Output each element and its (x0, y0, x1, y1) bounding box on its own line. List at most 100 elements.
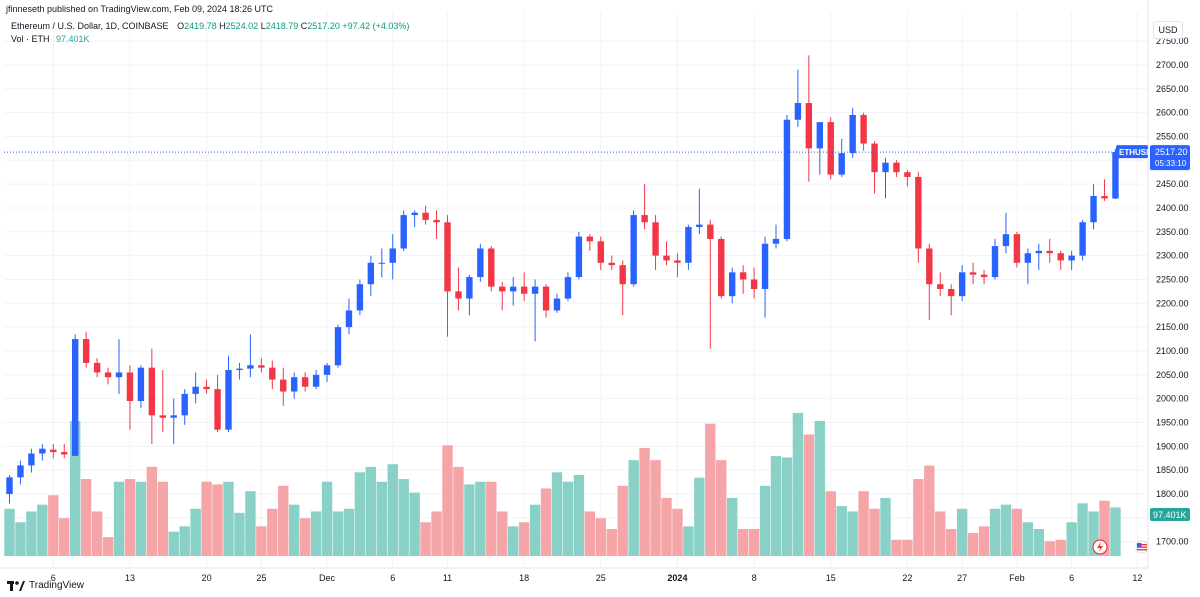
price-tick-label: 1900.00 (1156, 441, 1189, 451)
price-tick-label: 2000.00 (1156, 394, 1189, 404)
price-tick-label: 1850.00 (1156, 465, 1189, 475)
volume-bar (464, 484, 475, 556)
time-tick-label: Feb (1009, 573, 1025, 583)
volume-bar (1077, 503, 1088, 556)
candle-body (280, 379, 287, 392)
candle-body (444, 222, 451, 292)
candle-body (499, 286, 506, 292)
volume-bar (256, 526, 267, 556)
symbol-legend: Ethereum / U.S. Dollar, 1D, COINBASE O24… (11, 21, 409, 31)
time-axis: 6 13 20 25 Dec 6 11 18 25 2024 8 15 22 27 Feb 6 12 (0, 567, 1148, 583)
time-tick-label: 6 (390, 573, 395, 583)
volume-bar (694, 477, 705, 556)
price-tick-label: 2050.00 (1156, 370, 1189, 380)
volume-badge (1150, 508, 1190, 521)
candle-body (159, 415, 166, 418)
volume-bar (80, 479, 92, 556)
candle-body (641, 215, 648, 223)
candle-body (334, 327, 342, 366)
candle-body (1046, 250, 1053, 254)
candle-body (761, 243, 769, 289)
candle-body (564, 277, 572, 299)
volume-bar (321, 481, 333, 556)
volume-label: Vol · ETH (11, 34, 50, 44)
candle-body (236, 368, 243, 371)
volume-bar (1022, 522, 1034, 556)
candle-body (433, 219, 440, 223)
symbol-badge-label: ETHUSD (1119, 148, 1152, 157)
price-tick-label: 2350.00 (1156, 227, 1189, 237)
candle-body (269, 367, 276, 380)
volume-bar (453, 466, 464, 556)
candle-body (1101, 196, 1108, 199)
volume-bar (836, 506, 847, 556)
candle-body (805, 103, 813, 149)
candle-body (312, 374, 320, 387)
volume-bar (376, 481, 387, 556)
volume-bar (913, 479, 924, 556)
candle-body (345, 310, 353, 328)
flag-icon[interactable] (1135, 540, 1149, 554)
volume-bar (387, 464, 398, 556)
candle-body (1112, 152, 1119, 199)
price-tick-label: 2700.00 (1156, 60, 1189, 70)
tradingview-logo-text: TradingView (29, 580, 85, 591)
price-tick-label: 1700.00 (1156, 537, 1189, 547)
published-info: jfinneseth published on TradingView.com,… (6, 4, 274, 14)
volume-bar (672, 508, 683, 556)
candle-body (739, 272, 747, 280)
high-value: 2524.02 (225, 21, 259, 31)
volume-bar (343, 508, 355, 556)
flash-icon[interactable] (1092, 539, 1108, 555)
time-tick-label: 22 (902, 573, 912, 583)
time-tick-label: 6 (51, 573, 56, 583)
volume-bar (737, 529, 749, 556)
candle-body (630, 215, 637, 285)
volume-bar (529, 504, 541, 556)
time-tick-label: 6 (1069, 573, 1074, 583)
volume-bar (1011, 508, 1023, 556)
time-tick-label: 25 (256, 573, 266, 583)
tradingview-logo[interactable]: TradingView (7, 580, 84, 591)
volume-bar (781, 457, 793, 556)
candle-body (838, 153, 845, 175)
candle-body (871, 143, 878, 173)
volume-bar (880, 497, 891, 556)
low-label: L (260, 21, 266, 31)
time-tick-label: 25 (596, 573, 606, 583)
currency-button[interactable]: USD (1153, 21, 1183, 39)
volume-bar (365, 466, 377, 556)
candle-body (455, 291, 462, 299)
volume-bar (540, 488, 552, 556)
volume-bar (442, 445, 453, 556)
price-tick-label: 2250.00 (1156, 274, 1189, 284)
volume-bar (398, 479, 409, 556)
volume-bar (234, 512, 245, 556)
volume-bar (924, 465, 935, 556)
close-label: C (300, 21, 308, 31)
volume-bar (48, 495, 59, 556)
volume-bar (869, 508, 880, 556)
price-tick-label: 1800.00 (1156, 489, 1189, 499)
volume-bar (759, 485, 771, 556)
symbol-title: Ethereum / U.S. Dollar, 1D, COINBASE (11, 21, 169, 31)
volume-bar (354, 472, 366, 556)
volume-bar (179, 526, 190, 556)
tradingview-logo-icon (7, 580, 25, 591)
price-tick-label: 2750.00 (1156, 36, 1189, 46)
candle-body (991, 246, 999, 278)
candle-body (1068, 255, 1075, 261)
volume-bar (1099, 500, 1110, 556)
volume-bar (847, 511, 858, 556)
volume-bar (967, 533, 979, 556)
candle-body (477, 248, 484, 278)
volume-bar (168, 531, 179, 556)
volume-bar (661, 497, 672, 556)
price-tick-label: 2400.00 (1156, 203, 1189, 213)
candle-body (520, 286, 528, 294)
volume-bar (332, 511, 344, 556)
volume-bar (409, 492, 420, 556)
candle-body (225, 370, 232, 430)
price-tick-label: 2450.00 (1156, 179, 1189, 189)
